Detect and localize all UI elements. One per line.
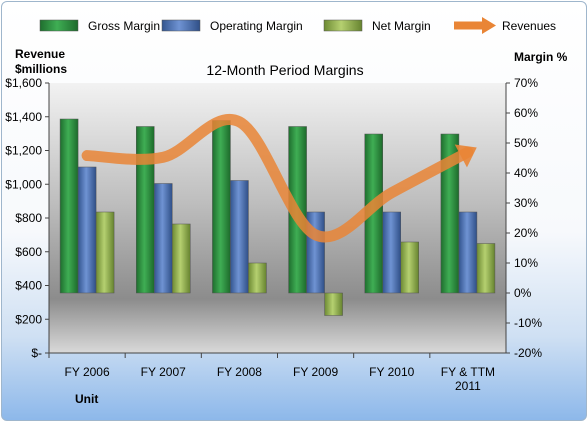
bar-operating-margin: [382, 211, 401, 294]
legend-label: Net Margin: [372, 19, 431, 33]
y2-tick-label: -20%: [514, 346, 542, 360]
y-tick-label: $1,200: [5, 144, 42, 158]
y2-tick-label: 40%: [514, 166, 538, 180]
y-tick-label: $400: [15, 279, 42, 293]
bar-net-margin: [172, 223, 191, 294]
bar-operating-margin: [458, 211, 478, 294]
y-axis-label-line1: Revenue: [15, 47, 65, 61]
legend-swatch: [323, 19, 363, 32]
y-tick-label: $200: [15, 312, 42, 326]
bar-net-margin: [476, 243, 496, 294]
x-axis-label: Unit: [75, 392, 98, 406]
bar-operating-margin: [77, 166, 97, 294]
y-axis-label-line2: $millions: [15, 62, 67, 76]
legend-swatch: [39, 19, 79, 32]
x-tick-label: FY 2009: [293, 365, 338, 379]
y2-tick-label: 20%: [514, 226, 538, 240]
bar-gross-margin: [59, 118, 79, 294]
bar-gross-margin: [212, 120, 231, 294]
legend: Gross Margin Operating Margin Net Margin Re…: [39, 17, 556, 34]
bar-gross-margin: [136, 126, 155, 294]
y-tick-label: $1,600: [5, 76, 42, 90]
legend-label: Operating Margin: [210, 19, 303, 33]
legend-label: Revenues: [502, 19, 556, 33]
x-tick-label: FY 2008: [217, 365, 262, 379]
y2-tick-label: 0%: [514, 286, 532, 300]
bar-net-margin: [324, 292, 343, 316]
x-tick-label: FY 2006: [65, 365, 110, 379]
y2-tick-label: 60%: [514, 106, 538, 120]
y2-tick-label: 50%: [514, 136, 538, 150]
bar-operating-margin: [230, 180, 249, 294]
y-tick-label: $-: [31, 346, 42, 360]
legend-label: Gross Margin: [88, 19, 160, 33]
axes: $- $200 $400 $600 $800 $1,000 $1,200 $1,400 $1,6…: [5, 76, 542, 393]
bar-operating-margin: [154, 183, 173, 294]
bar-net-margin: [400, 241, 419, 294]
y2-tick-label: 70%: [514, 76, 538, 90]
y-tick-label: $800: [15, 211, 42, 225]
x-tick-label: FY & TTM: [441, 365, 495, 379]
y-tick-label: $600: [15, 245, 42, 259]
revenue-line-arrowhead: [454, 144, 477, 168]
y2-tick-label: -10%: [514, 316, 542, 330]
revenue-line: [81, 114, 477, 243]
legend-swatch-arrow: [482, 17, 496, 34]
x-tick-label: FY 2010: [369, 365, 414, 379]
legend-swatch: [161, 19, 201, 32]
bar-net-margin: [248, 262, 267, 294]
y2-tick-label: 10%: [514, 256, 538, 270]
x-tick-label: FY 2007: [141, 365, 186, 379]
bars: [59, 118, 496, 316]
bar-net-margin: [95, 211, 115, 294]
revenue-line-path: [81, 114, 474, 243]
y-tick-label: $1,400: [5, 110, 42, 124]
y-tick-label: $1,000: [5, 177, 42, 191]
y2-tick-label: 30%: [514, 196, 538, 210]
chart-title: 12-Month Period Margins: [206, 62, 363, 78]
x-tick-label: 2011: [455, 379, 481, 393]
y2-axis-label: Margin %: [514, 50, 568, 64]
plot-area: [49, 83, 506, 353]
